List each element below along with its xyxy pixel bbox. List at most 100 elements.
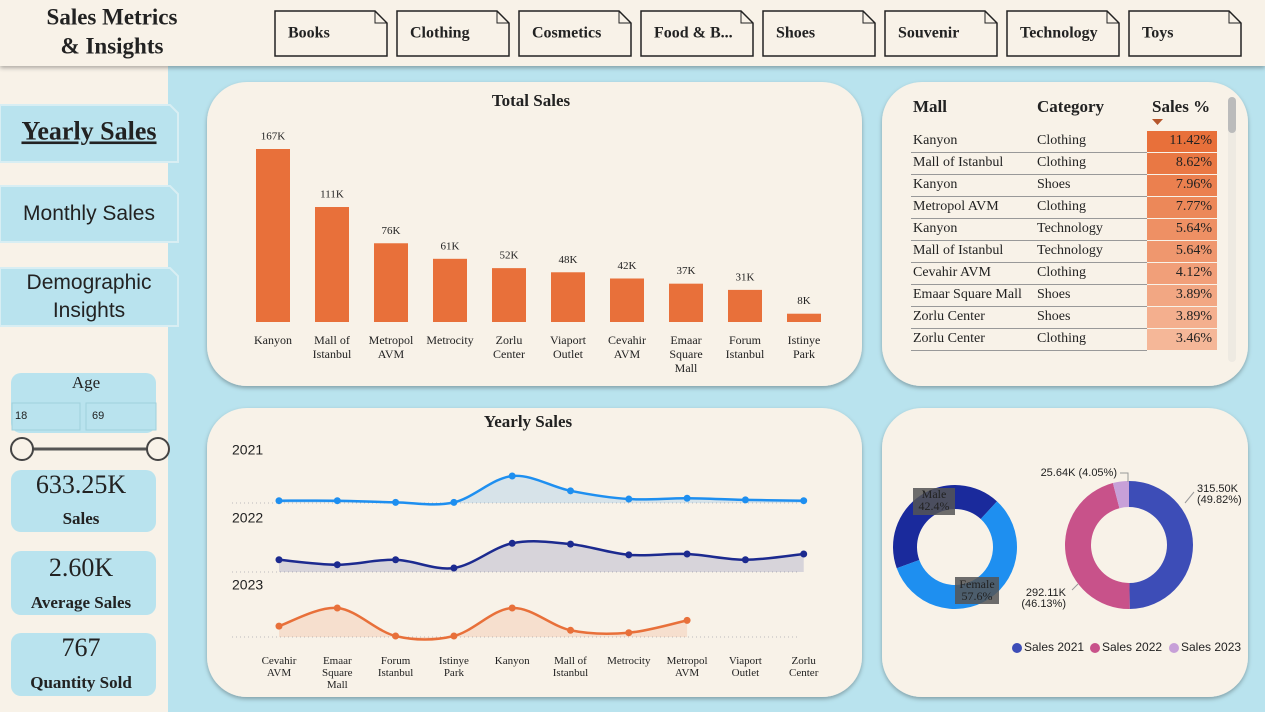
tab[interactable] <box>1128 10 1242 57</box>
column-header[interactable]: Category <box>1037 97 1105 116</box>
point[interactable] <box>275 497 283 505</box>
point[interactable] <box>741 496 749 504</box>
point[interactable] <box>508 472 516 480</box>
tab[interactable] <box>518 10 632 57</box>
tab-label[interactable]: Technology <box>1020 25 1098 42</box>
table-cell: Clothing <box>1037 199 1086 214</box>
bar[interactable] <box>256 149 290 322</box>
scrollbar[interactable] <box>1228 97 1236 362</box>
bar[interactable] <box>374 243 408 322</box>
point[interactable] <box>683 550 691 558</box>
nav-button[interactable] <box>0 185 179 243</box>
point[interactable] <box>392 556 400 564</box>
slider-handle[interactable] <box>10 437 34 461</box>
tab[interactable] <box>640 10 754 57</box>
point[interactable] <box>683 616 691 624</box>
bar[interactable] <box>787 313 821 322</box>
x-tick-label: Viaport Outlet <box>550 333 587 361</box>
table-cell-bg <box>1147 241 1217 262</box>
slice[interactable] <box>1112 481 1129 509</box>
bar[interactable] <box>315 207 349 322</box>
point[interactable] <box>450 498 458 506</box>
tab[interactable] <box>396 10 510 57</box>
series-label: 2021 <box>232 442 263 458</box>
kpi-value: 767 <box>62 633 101 662</box>
legend-swatch <box>1012 643 1022 653</box>
table-cell: 5.64% <box>1176 243 1213 258</box>
leader-line <box>1184 491 1195 504</box>
tab-label[interactable]: Toys <box>1142 25 1173 42</box>
nav-button[interactable] <box>0 104 179 163</box>
point[interactable] <box>275 556 283 564</box>
tab-label[interactable]: Souvenir <box>898 25 959 42</box>
tab-label[interactable]: Books <box>288 25 330 42</box>
point[interactable] <box>625 629 633 637</box>
tab[interactable] <box>762 10 876 57</box>
slice[interactable] <box>1065 483 1130 609</box>
point[interactable] <box>567 487 574 495</box>
point[interactable] <box>508 539 516 547</box>
point[interactable] <box>567 540 574 548</box>
tab-label[interactable]: Food & B... <box>654 25 733 42</box>
table-cell: Kanyon <box>913 221 957 236</box>
column-header[interactable]: Sales % <box>1152 97 1210 116</box>
sort-indicator[interactable] <box>1152 119 1163 125</box>
point[interactable] <box>392 498 400 506</box>
bar[interactable] <box>551 272 585 322</box>
label-box <box>955 577 999 604</box>
table-cell-bg <box>1147 285 1217 306</box>
point[interactable] <box>625 495 633 503</box>
legend-label[interactable]: Sales 2021 <box>1024 640 1084 654</box>
bar[interactable] <box>433 258 467 322</box>
scrollbar-thumb[interactable] <box>1228 97 1236 133</box>
point[interactable] <box>333 604 341 612</box>
nav-label[interactable]: Monthly Sales <box>23 202 155 225</box>
bar[interactable] <box>492 268 526 322</box>
point[interactable] <box>333 561 341 569</box>
point[interactable] <box>800 550 808 558</box>
nav-button[interactable] <box>0 267 179 327</box>
point[interactable] <box>683 494 691 502</box>
table-cell: Mall of Istanbul <box>913 243 1003 258</box>
slice[interactable] <box>1129 481 1194 609</box>
table-cell-bg <box>1147 263 1217 284</box>
legend-label[interactable]: Sales 2022 <box>1102 640 1162 654</box>
tab-label[interactable]: Cosmetics <box>532 25 601 42</box>
tab-fold <box>862 11 875 24</box>
nav-label[interactable]: Demographic Insights <box>27 271 152 322</box>
bar[interactable] <box>669 283 703 322</box>
table-cell: Technology <box>1037 221 1103 236</box>
point[interactable] <box>800 497 808 505</box>
point[interactable] <box>741 556 749 564</box>
tab[interactable] <box>884 10 998 57</box>
legend-label[interactable]: Sales 2023 <box>1181 640 1241 654</box>
point[interactable] <box>508 604 516 612</box>
tab[interactable] <box>1006 10 1120 57</box>
bar[interactable] <box>610 278 644 322</box>
app-title: & Insights <box>61 33 164 58</box>
line <box>278 606 688 641</box>
chart-title: Total Sales <box>492 91 571 110</box>
point[interactable] <box>333 497 341 505</box>
input-box[interactable] <box>85 402 157 431</box>
point[interactable] <box>567 626 574 634</box>
point[interactable] <box>392 632 400 640</box>
point[interactable] <box>275 622 283 630</box>
input-box[interactable] <box>11 402 81 431</box>
data-label: 48K <box>559 254 578 266</box>
column-header[interactable]: Mall <box>913 97 947 116</box>
bar[interactable] <box>728 289 762 322</box>
data-label: 8K <box>797 295 811 307</box>
nav-label[interactable]: Yearly Sales <box>21 116 156 145</box>
point[interactable] <box>450 632 458 640</box>
slider-handle[interactable] <box>146 437 170 461</box>
point[interactable] <box>625 551 633 559</box>
tab-label[interactable]: Shoes <box>776 25 815 42</box>
app-title: Sales Metrics <box>47 4 178 29</box>
tab[interactable] <box>274 10 388 57</box>
point[interactable] <box>450 564 458 572</box>
tab-fold <box>740 11 753 24</box>
table-cell-bg <box>1147 197 1217 218</box>
tab-label[interactable]: Clothing <box>410 25 470 42</box>
